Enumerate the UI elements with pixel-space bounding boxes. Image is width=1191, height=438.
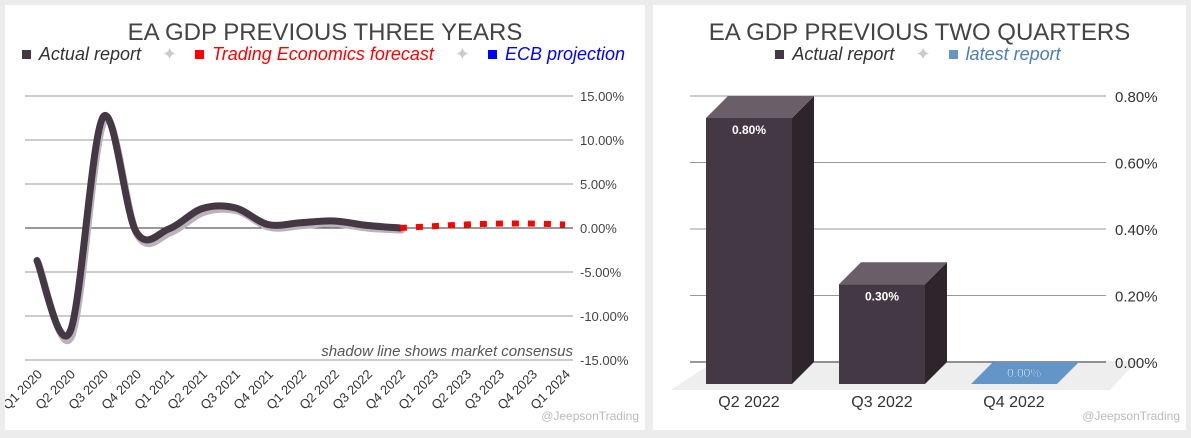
chart-legend: Actual report ✦ latest report bbox=[653, 44, 1186, 65]
legend-label: Actual report bbox=[38, 44, 141, 64]
bar-side bbox=[925, 262, 947, 384]
legend-item-actual: Actual report bbox=[21, 44, 144, 64]
gdp-three-years-panel: 15.00% 10.00% 5.00% 0.00% -5.00% -10.00% -15.0… bbox=[5, 5, 645, 430]
y-tick-label: 10.00% bbox=[580, 133, 625, 148]
legend-label: Actual report bbox=[792, 44, 895, 64]
y-tick-label: 0.60% bbox=[1115, 156, 1158, 173]
legend-separator-icon: ✦ bbox=[454, 44, 470, 64]
watermark: @JeepsonTrading bbox=[541, 409, 639, 423]
data-label: 0.30% bbox=[865, 289, 899, 303]
chart-title: EA GDP PREVIOUS TWO QUARTERS bbox=[708, 19, 1131, 46]
y-tick-label: 15.00% bbox=[580, 89, 625, 104]
bar bbox=[971, 362, 1079, 384]
legend-separator-icon: ✦ bbox=[162, 44, 178, 64]
y-tick-label: -5.00% bbox=[580, 265, 622, 280]
y-tick-label: 0.80% bbox=[1115, 89, 1158, 106]
bar bbox=[706, 118, 792, 384]
legend-item-forecast: Trading Economics forecast bbox=[195, 44, 437, 64]
x-tick-label: Q3 2022 bbox=[851, 394, 912, 411]
series-line-actual-report bbox=[33, 111, 404, 340]
bar bbox=[839, 284, 925, 384]
legend-label: ECB projection bbox=[505, 44, 626, 64]
legend-swatch bbox=[775, 50, 785, 59]
annotation: shadow line shows market consensus bbox=[321, 343, 573, 360]
bar-chart: 0.80% 0.60% 0.40% 0.20% 0.00% 0.80% Q2 2022 0.3… bbox=[671, 89, 1158, 411]
y-tick-label: 5.00% bbox=[580, 177, 617, 192]
legend-item-actual: Actual report bbox=[775, 44, 897, 64]
legend-separator-icon: ✦ bbox=[915, 44, 931, 64]
chart-title: EA GDP PREVIOUS THREE YEARS bbox=[127, 19, 523, 46]
series-line-trading-economics-forecast bbox=[399, 220, 566, 231]
watermark: @JeepsonTrading bbox=[1082, 409, 1180, 423]
y-tick-label: 0.00% bbox=[580, 221, 617, 236]
data-label: 0.00% bbox=[1007, 366, 1041, 380]
legend-item-latest: latest report bbox=[948, 44, 1064, 64]
bar-side bbox=[792, 96, 814, 384]
bar-top bbox=[839, 262, 947, 285]
x-tick-label: Q2 2022 bbox=[718, 394, 779, 411]
legend-swatch bbox=[488, 50, 497, 59]
chart-legend: Actual report ✦ Trading Economics foreca… bbox=[5, 44, 645, 65]
x-tick-label: Q4 2022 bbox=[983, 394, 1044, 411]
y-tick-label: 0.00% bbox=[1115, 355, 1158, 372]
y-tick-label: 0.40% bbox=[1115, 222, 1158, 239]
legend-swatch bbox=[195, 50, 205, 59]
y-tick-label: -10.00% bbox=[580, 309, 629, 324]
legend-swatch bbox=[948, 50, 958, 59]
y-tick-label: -15.00% bbox=[580, 353, 629, 368]
gdp-two-quarters-panel: 0.80% 0.60% 0.40% 0.20% 0.00% 0.80% Q2 2022 0.3… bbox=[653, 5, 1186, 430]
legend-label: latest report bbox=[965, 44, 1061, 64]
data-label: 0.80% bbox=[732, 123, 766, 137]
legend-item-ecb: ECB projection bbox=[488, 44, 628, 64]
legend-swatch bbox=[21, 50, 31, 59]
bar-top bbox=[706, 96, 814, 118]
line-chart: 15.00% 10.00% 5.00% 0.00% -5.00% -10.00% -15.0… bbox=[5, 89, 629, 412]
y-tick-label: 0.20% bbox=[1115, 289, 1158, 306]
legend-label: Trading Economics forecast bbox=[212, 44, 434, 64]
